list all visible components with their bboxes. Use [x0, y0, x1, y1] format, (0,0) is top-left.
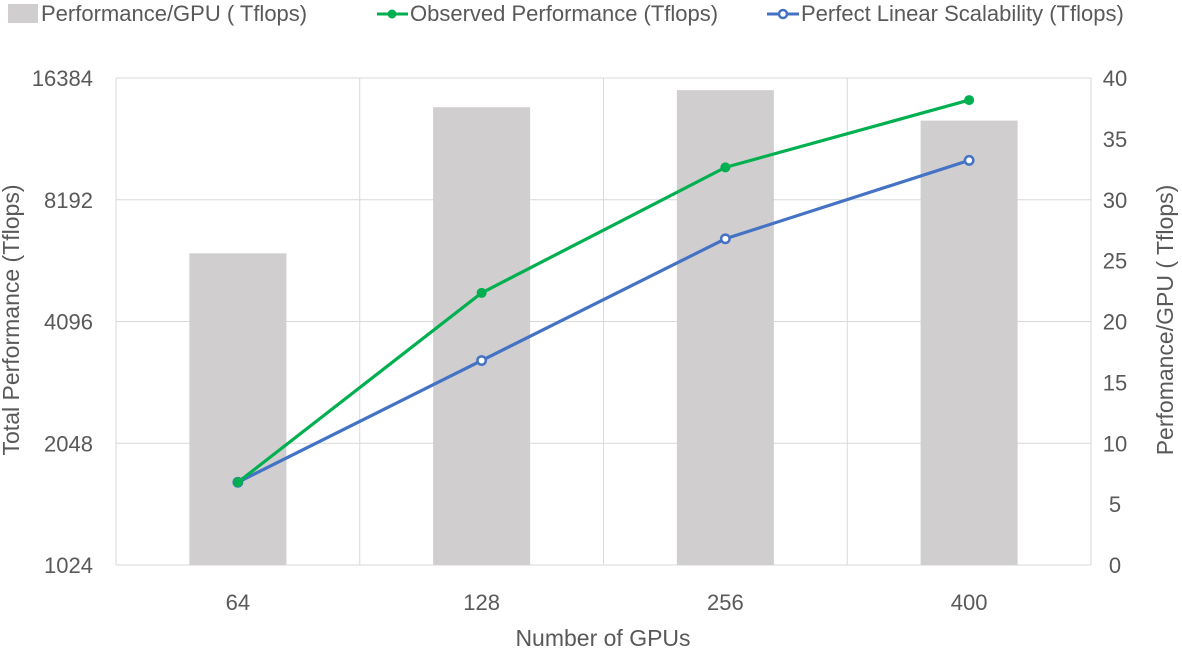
point-observed [232, 477, 243, 488]
right-tick-label: 25 [1103, 249, 1127, 274]
line-series [232, 95, 975, 488]
left-axis-ticks: 1024 2048 4096 8192 16384 [32, 66, 93, 578]
left-axis-title: Total Performance (Tflops) [0, 185, 24, 456]
bar-perf-per-gpu [920, 120, 1018, 566]
legend-marker-observed [387, 9, 397, 19]
left-tick-label: 8192 [44, 188, 93, 213]
right-tick-label: 5 [1109, 492, 1121, 517]
x-axis-ticks: 64 128 256 400 [226, 590, 988, 615]
line-observed [236, 98, 970, 484]
bar-perf-per-gpu [189, 253, 287, 565]
legend: Performance/GPU ( Tflops) Observed Perfo… [8, 1, 1124, 26]
right-tick-label: 0 [1109, 553, 1121, 578]
right-tick-label: 35 [1103, 127, 1127, 152]
line-linear [237, 158, 970, 484]
point-observed [476, 287, 487, 298]
point-linear [963, 154, 975, 166]
right-tick-label: 30 [1103, 188, 1127, 213]
x-tick-label: 400 [951, 590, 988, 615]
point-linear [719, 233, 731, 245]
legend-label-bar: Performance/GPU ( Tflops) [41, 1, 307, 26]
x-tick-label: 128 [463, 590, 500, 615]
point-linear [476, 355, 488, 366]
bar-perf-per-gpu [676, 90, 774, 566]
left-tick-label: 1024 [44, 553, 93, 578]
right-axis-title: Perfomance/GPU ( Tflops) [1152, 185, 1178, 456]
x-tick-label: 64 [226, 590, 250, 615]
right-tick-label: 40 [1103, 66, 1127, 91]
left-tick-label: 16384 [32, 66, 93, 91]
x-tick-label: 256 [707, 590, 744, 615]
right-axis-ticks: 0 5 10 15 20 25 30 35 40 [1103, 66, 1127, 578]
bar-series [189, 90, 1018, 566]
legend-marker-linear [777, 8, 789, 20]
legend-label-observed: Observed Performance (Tflops) [410, 1, 718, 26]
right-tick-label: 20 [1103, 310, 1127, 335]
point-observed [720, 162, 731, 173]
right-tick-label: 15 [1103, 370, 1127, 395]
point-observed [964, 95, 975, 106]
left-tick-label: 4096 [44, 310, 93, 335]
legend-label-linear: Perfect Linear Scalability (Tflops) [801, 1, 1124, 26]
bar-perf-per-gpu [433, 107, 531, 565]
right-tick-label: 10 [1103, 431, 1127, 456]
legend-swatch-bar [8, 4, 38, 23]
left-tick-label: 2048 [44, 431, 93, 456]
x-axis-title: Number of GPUs [515, 625, 690, 651]
